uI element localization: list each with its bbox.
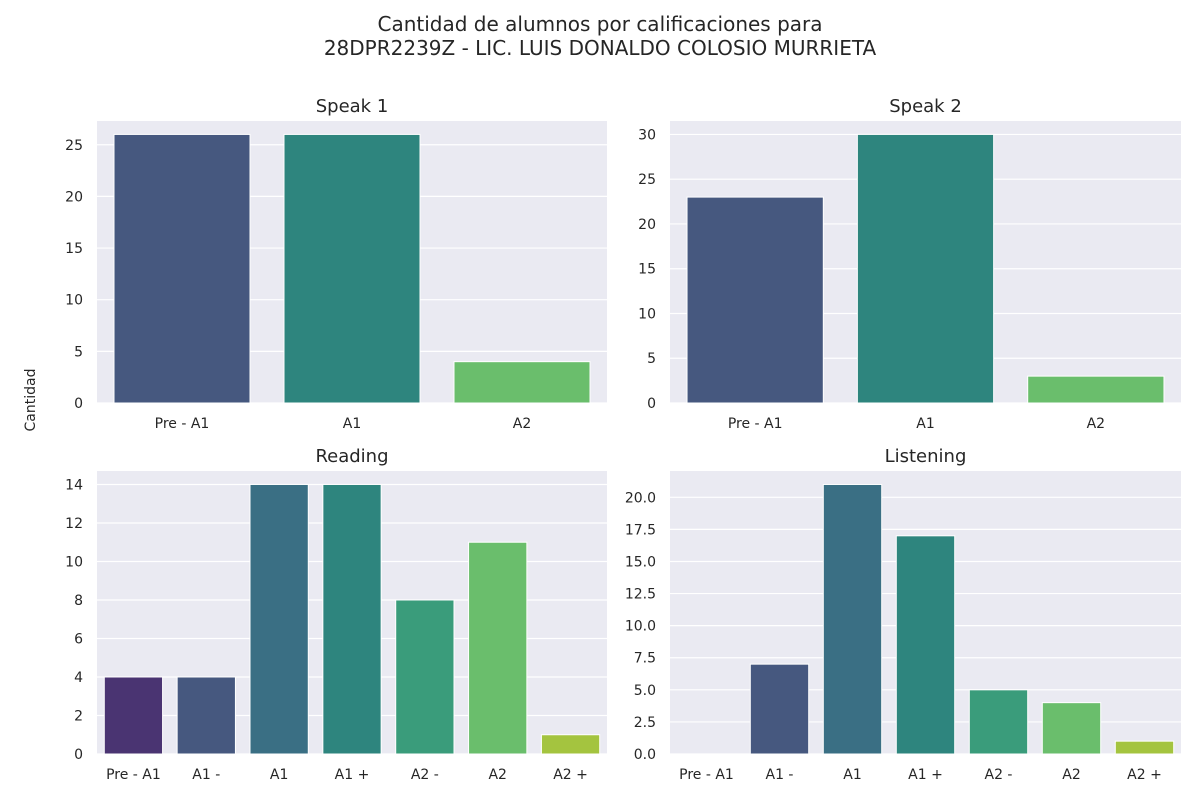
x-tick-label: A2 + <box>553 767 588 783</box>
y-tick-label: 15.0 <box>625 554 656 570</box>
bar <box>395 599 455 755</box>
y-tick-label: 20.0 <box>625 490 656 506</box>
y-tick-label: 30 <box>638 127 656 143</box>
y-tick-label: 2 <box>74 708 83 724</box>
figure-title-line-2: 28DPR2239Z - LIC. LUIS DONALDO COLOSIO M… <box>323 36 877 60</box>
x-tick-label: A1 <box>343 416 361 432</box>
y-tick-label: 0 <box>74 747 83 763</box>
subplot-title: Speak 1 <box>316 96 389 117</box>
subplot-title: Listening <box>885 446 967 467</box>
subplot-4: 0.0 2.5 5.0 7.5 10.0 12.5 15.0 17.5 20.0 Pre - A1… <box>625 446 1181 783</box>
bar <box>540 734 601 755</box>
x-tick-label: A1 + <box>335 767 370 783</box>
y-tick-label: 4 <box>74 670 83 686</box>
y-tick-label: 15 <box>638 262 656 278</box>
y-tick-label: 15 <box>65 241 83 257</box>
y-tick-label: 12.5 <box>625 587 656 603</box>
y-tick-label: 17.5 <box>625 522 656 538</box>
y-tick-label: 10.0 <box>625 619 656 635</box>
x-tick-label: A2 + <box>1127 767 1162 783</box>
bar <box>749 663 810 755</box>
y-tick-label: 10 <box>65 554 83 570</box>
figure-title-line-1: Cantidad de alumnos por calificaciones p… <box>377 12 823 36</box>
y-tick-label: 12 <box>65 516 83 532</box>
subplot-title: Speak 2 <box>889 96 962 117</box>
bar <box>249 483 309 755</box>
figure-title: Cantidad de alumnos por calificaciones p… <box>0 12 1200 60</box>
x-tick-label: A1 + <box>908 767 943 783</box>
y-tick-label: 20 <box>638 217 656 233</box>
x-tick-label: A1 <box>270 767 288 783</box>
y-tick-label: 20 <box>65 189 83 205</box>
y-tick-label: 10 <box>65 293 83 309</box>
y-tick-label: 5 <box>74 344 83 360</box>
y-tick-label: 14 <box>65 477 83 493</box>
y-tick-label: 0 <box>74 396 83 412</box>
x-tick-label: A2 - <box>411 767 439 783</box>
subplot-title: Reading <box>315 446 388 467</box>
bar <box>856 133 995 404</box>
bar <box>895 535 956 755</box>
subplot-1: 0 5 10 15 20 25 Pre - A1 A1 A2 Speak 1 <box>65 96 607 432</box>
bar <box>686 196 824 404</box>
x-tick-label: A2 <box>1087 416 1105 432</box>
bar <box>1027 375 1165 404</box>
y-tick-label: 8 <box>74 593 83 609</box>
y-tick-label: 10 <box>638 306 656 322</box>
y-tick-label: 5.0 <box>634 683 656 699</box>
subplot-2: 0 5 10 15 20 25 30 Pre - A1 A1 A2 Speak 2 <box>638 96 1181 432</box>
bar <box>113 133 251 404</box>
x-tick-label: A1 <box>916 416 934 432</box>
y-tick-label: 0 <box>647 396 656 412</box>
bar <box>468 541 528 755</box>
y-tick-label: 5 <box>647 351 656 367</box>
x-tick-label: Pre - A1 <box>106 767 161 783</box>
bar <box>103 676 164 755</box>
bar <box>1114 740 1175 755</box>
y-tick-label: 0.0 <box>634 747 656 763</box>
x-tick-label: A1 - <box>192 767 220 783</box>
bar <box>176 676 236 755</box>
bar <box>968 689 1029 755</box>
y-tick-label: 7.5 <box>634 651 656 667</box>
x-tick-label: Pre - A1 <box>155 416 210 432</box>
bar <box>283 133 421 404</box>
subplot-3: 0 2 4 6 8 10 12 14 Pre - A1 A1 - A1 A1 + A2 - A2 A2 + R… <box>65 446 607 783</box>
x-tick-label: Pre - A1 <box>728 416 783 432</box>
x-tick-label: A1 <box>843 767 861 783</box>
bar <box>1041 702 1102 755</box>
y-tick-label: 25 <box>638 172 656 188</box>
x-tick-label: A1 - <box>766 767 794 783</box>
x-tick-label: A2 <box>513 416 531 432</box>
x-tick-label: A2 <box>1062 767 1080 783</box>
bar <box>322 483 382 755</box>
y-tick-label: 2.5 <box>634 715 656 731</box>
y-tick-label: 6 <box>74 631 83 647</box>
bar <box>453 361 591 404</box>
x-tick-label: Pre - A1 <box>679 767 734 783</box>
x-tick-label: A2 <box>488 767 506 783</box>
bar <box>822 483 883 755</box>
y-tick-label: 25 <box>65 138 83 154</box>
x-tick-label: A2 - <box>985 767 1013 783</box>
